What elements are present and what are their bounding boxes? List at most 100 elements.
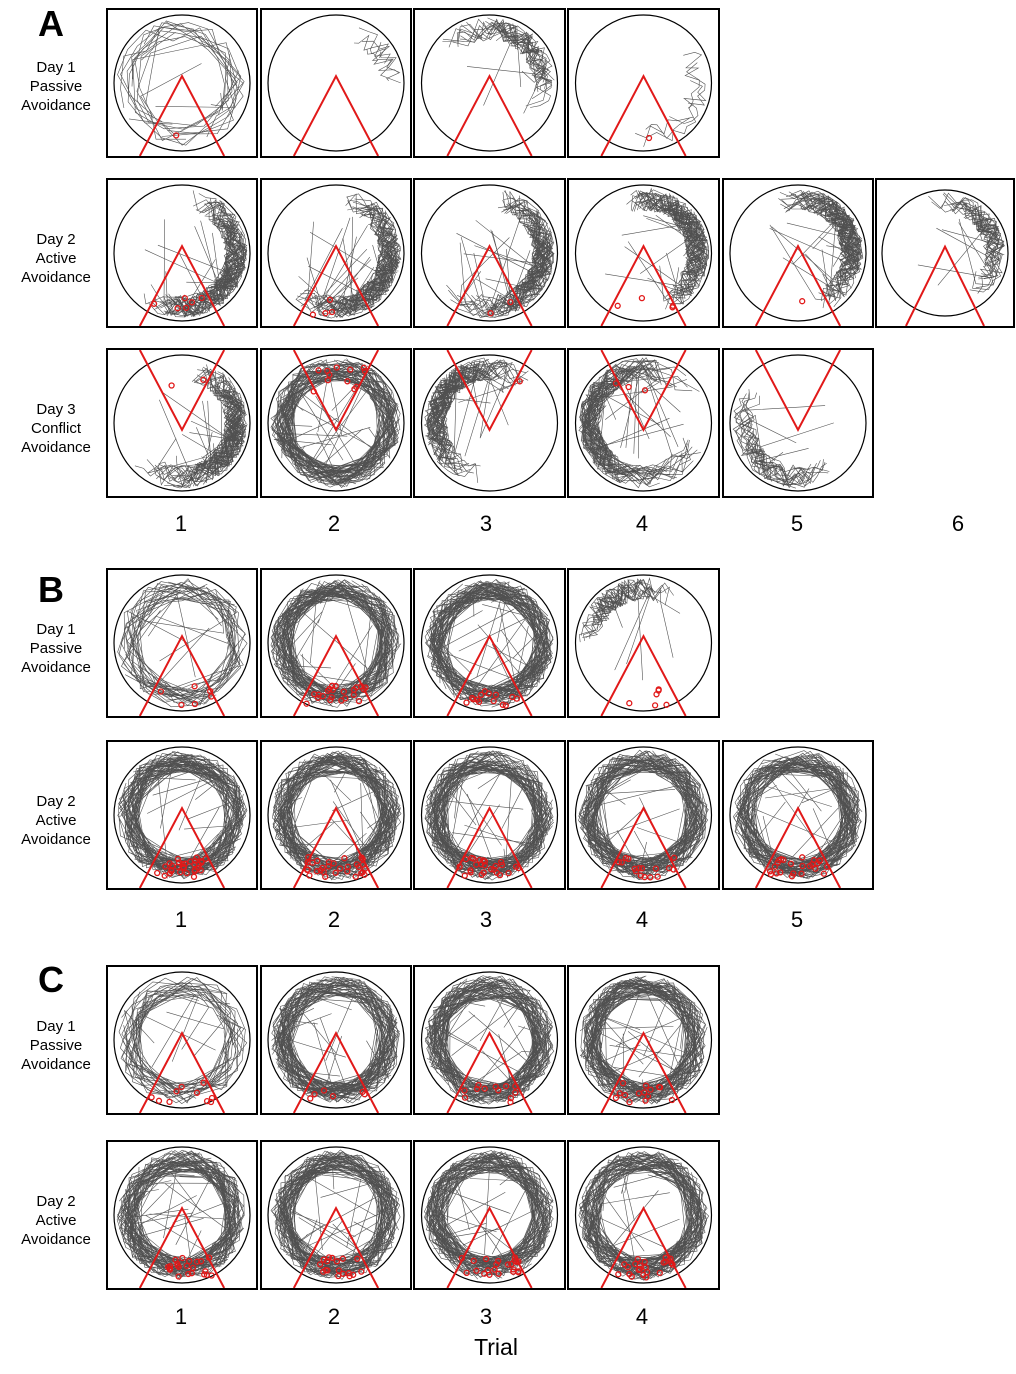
- trial-arena-svg: [729, 184, 867, 326]
- trial-number-label: 1: [174, 907, 188, 932]
- arena-circle: [267, 1146, 405, 1284]
- shock-entry-marker: [612, 1094, 620, 1102]
- row-label: Day 2 Active Avoidance: [4, 1192, 108, 1249]
- shock-entry-marker: [498, 858, 505, 866]
- shock-entry-marker: [316, 1261, 324, 1268]
- shock-entry-marker: [621, 1091, 629, 1099]
- shock-zone-wedge: [292, 350, 380, 432]
- shock-entry-marker: [504, 1261, 512, 1268]
- movement-tracks: [578, 1151, 710, 1281]
- shock-entry-marker: [157, 688, 165, 695]
- shock-entry-marker: [155, 1097, 163, 1104]
- shock-entry-marker: [353, 383, 360, 390]
- arena-circle: [113, 1146, 251, 1284]
- shock-entry-marker: [612, 380, 620, 387]
- movement-tracks: [917, 192, 1005, 294]
- shock-entry-marker: [173, 132, 180, 139]
- shock-entry-marker: [505, 869, 512, 877]
- shock-entry-marker: [492, 691, 500, 698]
- trial-plot: [722, 740, 874, 890]
- arena-circle: [420, 1146, 559, 1284]
- shock-entry-marker: [328, 308, 336, 316]
- trial-number-label: 3: [479, 907, 493, 932]
- shock-entry-marker: [823, 863, 831, 870]
- row-label-line: Avoidance: [21, 97, 91, 114]
- trial-number-label: 2: [327, 907, 341, 932]
- trial-plot: [260, 8, 412, 158]
- shock-entry-marker: [461, 1087, 468, 1094]
- row-label-line: Avoidance: [21, 269, 91, 286]
- shock-entry-marker: [652, 865, 659, 872]
- shock-zone-wedge: [292, 1031, 380, 1113]
- movement-tracks: [118, 976, 248, 1104]
- trial-arena-svg: [113, 971, 251, 1113]
- trial-plot: [106, 568, 258, 718]
- shock-entry-marker: [335, 1267, 343, 1274]
- shock-entry-marker: [336, 865, 344, 872]
- shock-entry-marker: [462, 855, 470, 863]
- shock-entry-marker: [461, 1094, 469, 1101]
- shock-entry-marker: [179, 1254, 186, 1262]
- shock-entry-marker: [774, 859, 781, 866]
- shock-entry-marker: [180, 863, 187, 870]
- shock-entry-marker: [616, 1090, 623, 1097]
- shock-entry-marker: [309, 311, 317, 318]
- row-label: Day 3 Conflict Avoidance: [4, 400, 108, 457]
- shock-entry-marker: [190, 873, 198, 880]
- shock-entry-marker: [477, 691, 485, 699]
- shock-entry-marker: [175, 1273, 182, 1280]
- shock-entry-marker: [667, 1255, 674, 1262]
- arena-circle: [420, 746, 559, 884]
- shock-entry-marker: [323, 1257, 331, 1265]
- shock-entry-marker: [191, 857, 199, 864]
- trial-plot: [413, 965, 566, 1115]
- trial-arena-svg: [267, 14, 405, 156]
- trial-arena-svg: [267, 350, 405, 492]
- shock-entry-marker: [614, 302, 621, 309]
- trial-arena-svg: [113, 350, 251, 492]
- shock-entry-marker: [458, 1254, 465, 1262]
- shock-zone-wedge: [292, 244, 380, 326]
- arena-circle: [113, 746, 251, 884]
- shock-entry-marker: [324, 377, 332, 384]
- shock-entry-marker: [350, 1271, 357, 1278]
- shock-entry-marker: [355, 697, 363, 705]
- row-label-line: Day 1: [36, 59, 76, 76]
- shock-entry-marker: [352, 873, 359, 880]
- shock-entry-marker: [470, 696, 477, 703]
- shock-entry-marker: [195, 864, 202, 872]
- trial-plot: [567, 348, 720, 498]
- movement-tracks: [270, 358, 401, 488]
- arena-circle: [574, 971, 713, 1109]
- arena-circle: [574, 574, 713, 712]
- shock-entry-marker: [322, 873, 329, 880]
- shock-entry-marker: [651, 702, 659, 709]
- movement-tracks: [117, 751, 248, 880]
- shock-entry-marker: [481, 862, 488, 869]
- row-label-line: Day 3: [36, 401, 76, 418]
- shock-entry-marker: [478, 871, 485, 878]
- shock-entry-marker: [669, 304, 676, 311]
- shock-entry-marker: [168, 382, 175, 389]
- shock-entry-marker: [361, 367, 369, 375]
- shock-entry-marker: [305, 854, 312, 861]
- shock-entry-marker: [306, 872, 313, 879]
- row-label: Day 2 Active Avoidance: [4, 230, 108, 287]
- shock-entry-marker: [621, 1261, 628, 1268]
- trial-plot: [567, 1140, 720, 1290]
- shock-entry-marker: [509, 693, 516, 701]
- shock-entry-marker: [668, 1096, 676, 1104]
- shock-entry-marker: [638, 294, 646, 302]
- shock-entry-marker: [487, 310, 494, 317]
- shock-entry-marker: [512, 1083, 519, 1090]
- shock-entry-marker: [193, 1258, 201, 1265]
- trial-number-label: 2: [327, 1304, 341, 1329]
- shock-entry-marker: [615, 1271, 622, 1278]
- shock-entry-marker: [311, 690, 318, 698]
- shock-entry-marker: [303, 700, 310, 707]
- trial-arena-svg: [574, 1146, 713, 1288]
- shock-zone-wedge: [292, 1206, 380, 1288]
- shock-entry-marker: [154, 869, 161, 877]
- shock-entry-marker: [490, 697, 497, 705]
